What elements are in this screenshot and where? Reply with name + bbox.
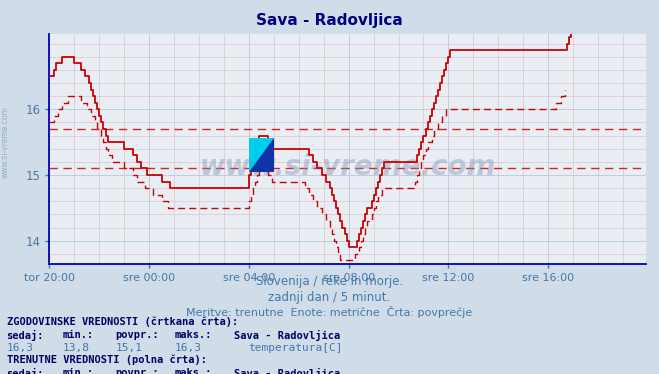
Text: min.:: min.: xyxy=(63,330,94,340)
Text: 16,3: 16,3 xyxy=(7,343,34,353)
Text: temperatura[C]: temperatura[C] xyxy=(248,343,343,353)
Polygon shape xyxy=(249,138,274,172)
Text: Sava - Radovljica: Sava - Radovljica xyxy=(234,330,340,341)
Polygon shape xyxy=(249,138,274,172)
Text: www.si-vreme.com: www.si-vreme.com xyxy=(200,153,496,181)
Text: Sava - Radovljica: Sava - Radovljica xyxy=(256,13,403,28)
Text: Slovenija / reke in morje.: Slovenija / reke in morje. xyxy=(256,275,403,288)
Text: 16,3: 16,3 xyxy=(175,343,202,353)
Text: ZGODOVINSKE VREDNOSTI (črtkana črta):: ZGODOVINSKE VREDNOSTI (črtkana črta): xyxy=(7,316,238,327)
Text: Sava - Radovljica: Sava - Radovljica xyxy=(234,368,340,374)
Text: povpr.:: povpr.: xyxy=(115,368,159,374)
Text: maks.:: maks.: xyxy=(175,330,212,340)
Text: TRENUTNE VREDNOSTI (polna črta):: TRENUTNE VREDNOSTI (polna črta): xyxy=(7,355,206,365)
Text: maks.:: maks.: xyxy=(175,368,212,374)
Text: sedaj:: sedaj: xyxy=(7,368,44,374)
Text: Meritve: trenutne  Enote: metrične  Črta: povprečje: Meritve: trenutne Enote: metrične Črta: … xyxy=(186,306,473,318)
Text: 15,1: 15,1 xyxy=(115,343,142,353)
Text: 13,8: 13,8 xyxy=(63,343,90,353)
Text: povpr.:: povpr.: xyxy=(115,330,159,340)
Text: min.:: min.: xyxy=(63,368,94,374)
Text: sedaj:: sedaj: xyxy=(7,330,44,341)
Text: www.si-vreme.com: www.si-vreme.com xyxy=(1,106,10,178)
Text: zadnji dan / 5 minut.: zadnji dan / 5 minut. xyxy=(268,291,391,304)
